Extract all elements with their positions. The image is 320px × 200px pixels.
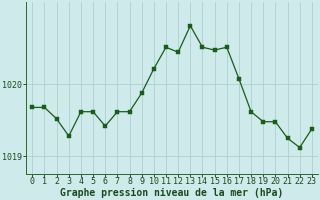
X-axis label: Graphe pression niveau de la mer (hPa): Graphe pression niveau de la mer (hPa) <box>60 188 284 198</box>
